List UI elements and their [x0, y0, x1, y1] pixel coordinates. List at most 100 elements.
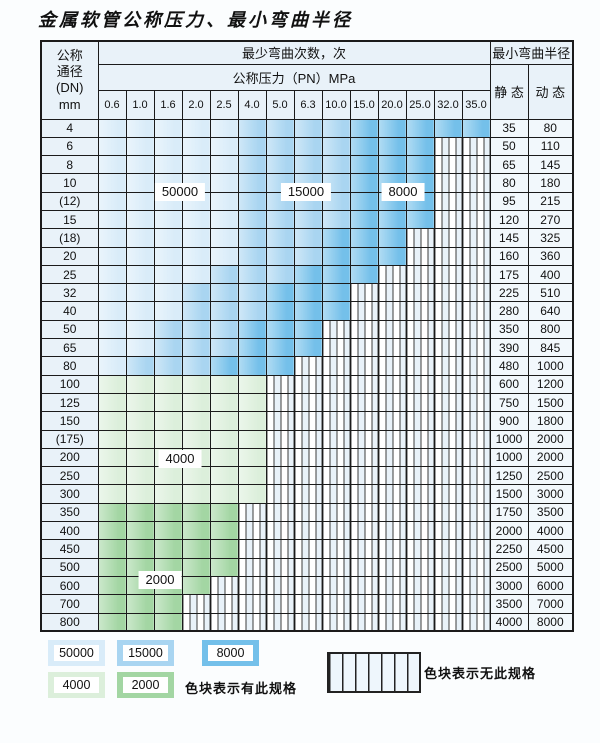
no-spec-hatch-cell — [405, 521, 435, 541]
cycle-zone-cell-2000 — [153, 539, 183, 559]
no-spec-hatch-cell — [433, 429, 463, 449]
cycle-zone-cell-15000 — [237, 118, 267, 138]
table-row: 250 1250 2500 — [40, 466, 574, 486]
dynamic-radius-cell: 180 — [527, 173, 574, 193]
cycle-zone-cell-4000 — [181, 411, 211, 431]
no-spec-hatch-cell — [293, 447, 323, 468]
no-spec-hatch-cell — [461, 429, 491, 449]
no-spec-hatch-cell — [321, 466, 351, 486]
cycle-zone-cell-4000 — [181, 484, 211, 504]
dynamic-radius-cell: 5000 — [527, 557, 574, 577]
no-spec-hatch-cell — [433, 539, 463, 559]
no-spec-hatch-cell — [321, 612, 351, 632]
dynamic-radius-cell: 8000 — [527, 612, 574, 632]
cycle-zone-cell-4000 — [181, 466, 211, 486]
table-row: 80 480 1000 — [40, 356, 574, 376]
cycle-zone-cell-15000 — [265, 228, 295, 248]
no-spec-hatch-cell — [377, 392, 407, 413]
no-spec-hatch-cell — [461, 557, 491, 577]
table-row: 700 3500 7000 — [40, 594, 574, 614]
no-spec-hatch-cell — [321, 447, 351, 468]
cycle-zone-cell-4000 — [209, 392, 239, 413]
legend-swatch-label: 50000 — [54, 645, 99, 661]
cycle-zone-cell-50000 — [209, 173, 239, 193]
static-radius-cell: 1500 — [489, 484, 529, 504]
no-spec-hatch-cell — [293, 557, 323, 577]
cycle-zone-cell-8000 — [377, 155, 407, 175]
bend-cycles-header: 最少弯曲次数，次 — [97, 40, 491, 65]
no-spec-hatch-cell — [265, 374, 295, 394]
no-spec-hatch-cell — [461, 338, 491, 358]
cycle-zone-cell-50000 — [209, 209, 239, 230]
cycle-zone-cell-50000 — [97, 209, 127, 230]
cycle-zone-cell-4000 — [181, 374, 211, 394]
cycle-zone-cell-50000 — [125, 118, 155, 138]
cycle-zone-cell-8000 — [377, 118, 407, 138]
cycle-zone-cell-8000 — [293, 264, 323, 285]
cycle-zone-cell-15000 — [125, 356, 155, 376]
cycle-zone-cell-8000 — [349, 209, 379, 230]
cycle-zone-cell-50000 — [209, 246, 239, 266]
cycle-zone-cell-50000 — [97, 356, 127, 376]
dn-cell: 150 — [40, 411, 99, 431]
cycle-zone-cell-8000 — [349, 118, 379, 138]
cycle-zone-cell-50000 — [97, 301, 127, 321]
cycle-zone-cell-50000 — [125, 209, 155, 230]
cycle-zone-cell-15000 — [237, 264, 267, 285]
no-spec-hatch-cell — [405, 338, 435, 358]
no-spec-hatch-cell — [293, 521, 323, 541]
no-spec-hatch-cell — [461, 283, 491, 303]
cycle-zone-cell-8000 — [377, 228, 407, 248]
dynamic-radius-cell: 1000 — [527, 356, 574, 376]
cycle-zone-cell-50000 — [97, 264, 127, 285]
cycle-zone-cell-15000 — [293, 118, 323, 138]
cycle-zone-cell-8000 — [265, 283, 295, 303]
cycle-zone-cell-50000 — [97, 118, 127, 138]
no-spec-hatch-cell — [237, 612, 267, 632]
cycle-zone-cell-4000 — [237, 374, 267, 394]
no-spec-hatch-cell — [433, 155, 463, 175]
dn-cell: 15 — [40, 209, 99, 230]
cycle-zone-cell-15000 — [321, 118, 351, 138]
cycle-zone-cell-8000 — [265, 319, 295, 340]
no-spec-hatch-cell — [405, 228, 435, 248]
no-spec-hatch-cell — [265, 447, 295, 468]
dynamic-radius-cell: 2000 — [527, 447, 574, 468]
no-spec-hatch-cell — [293, 374, 323, 394]
no-spec-hatch-cell — [321, 557, 351, 577]
no-spec-hatch-cell — [349, 374, 379, 394]
no-spec-hatch-cell — [405, 411, 435, 431]
legend-swatch-4000: 4000 — [48, 672, 105, 698]
cycle-zone-cell-50000 — [153, 246, 183, 266]
no-spec-hatch-cell — [433, 575, 463, 596]
cycle-zone-cell-15000 — [237, 136, 267, 157]
no-spec-hatch-cell — [405, 447, 435, 468]
no-spec-hatch-cell — [405, 429, 435, 449]
dynamic-radius-cell: 360 — [527, 246, 574, 266]
cycle-zone-cell-8000 — [209, 356, 239, 376]
cycle-zone-cell-8000 — [293, 319, 323, 340]
cycle-zone-cell-15000 — [209, 283, 239, 303]
no-spec-hatch-cell — [405, 575, 435, 596]
no-spec-hatch-cell — [405, 466, 435, 486]
dynamic-radius-cell: 1500 — [527, 392, 574, 413]
cycle-zone-cell-2000 — [97, 575, 127, 596]
cycle-zone-cell-15000 — [237, 209, 267, 230]
dynamic-radius-cell: 270 — [527, 209, 574, 230]
cycle-zone-cell-15000 — [237, 301, 267, 321]
no-spec-hatch-cell — [349, 502, 379, 523]
no-spec-hatch-cell — [461, 539, 491, 559]
no-spec-hatch-cell — [433, 356, 463, 376]
no-spec-hatch-cell — [209, 594, 239, 614]
cycle-zone-cell-50000 — [125, 191, 155, 211]
no-spec-hatch-cell — [433, 484, 463, 504]
dn-cell: (12) — [40, 191, 99, 211]
dn-cell: 200 — [40, 447, 99, 468]
no-spec-hatch-cell — [293, 392, 323, 413]
dynamic-radius-cell: 1200 — [527, 374, 574, 394]
table-row: 800 4000 8000 — [40, 612, 574, 632]
dn-cell: 40 — [40, 301, 99, 321]
static-radius-cell: 35 — [489, 118, 529, 138]
no-spec-hatch-cell — [377, 319, 407, 340]
static-radius-cell: 1250 — [489, 466, 529, 486]
